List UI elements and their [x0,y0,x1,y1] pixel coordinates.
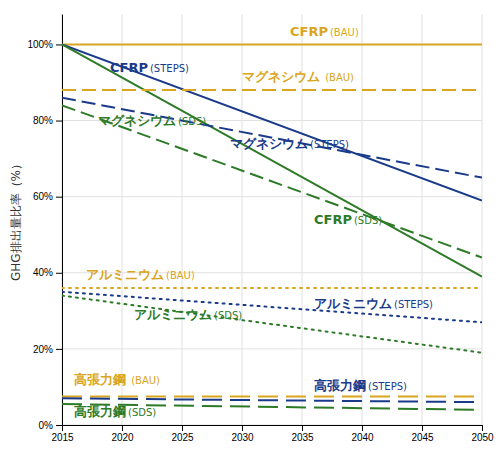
grid-line [182,14,183,425]
annotation: マグネシウム [230,136,308,151]
x-tick-label: 2040 [351,432,374,443]
x-tick: 2040 [351,425,374,443]
series-line [62,43,482,45]
grid-line [122,14,123,425]
chart: 2015 2020 2025 2030 2035 2040 2045 2050 0% 20% 40%… [0,0,500,455]
x-tick: 2035 [291,425,314,443]
x-tick-label: 2050 [471,432,494,443]
x-tick-mark [182,425,183,431]
annotation: アルミニウム [134,307,212,322]
annotation-sub: (BAU) [322,72,354,83]
series-line [62,89,482,91]
x-tick-mark [302,425,303,431]
y-tick-label: 100% [27,39,53,50]
x-tick-mark [482,425,483,431]
annotation: CFRP [314,212,352,227]
plot: 2015 2020 2025 2030 2035 2040 2045 2050 0% 20% 40%… [27,14,494,443]
annotation: CFRP [290,24,328,39]
y-tick: 40% [33,267,62,278]
annotation: マグネシウム [98,113,176,128]
y-tick-label: 40% [33,267,53,278]
grid-line [482,14,483,425]
annotation: 高張力鋼 [74,372,126,387]
x-tick: 2025 [171,425,194,443]
series-line [62,44,482,276]
annotation-sub: (BAU) [166,270,195,281]
y-tick-label: 60% [33,191,53,202]
grid-line [422,14,423,425]
y-tick-mark [56,349,62,350]
series-line [62,287,482,289]
grid [62,14,482,425]
grid-line [62,14,63,425]
y-axis: 0% 20% 40% 60% 80% 100% [27,15,62,431]
y-tick: 0% [39,420,62,431]
x-tick-label: 2020 [111,432,134,443]
y-tick: 100% [27,39,62,50]
y-axis-title: GHG排出量比率（%） [9,158,23,281]
series-line [62,292,482,322]
annotation-sub: (STEPS) [394,299,433,310]
series-line [62,44,482,200]
x-tick: 2050 [471,425,494,443]
annotation: CFRP [110,60,148,75]
annotation: アルミニウム [86,267,164,282]
y-axis-line [62,15,63,426]
y-tick-mark [56,44,62,45]
y-tick-mark [56,425,62,426]
series-line [62,296,482,353]
annotation-sub: (STEPS) [150,63,189,74]
x-tick-mark [242,425,243,431]
annotation: 高張力鋼 [74,404,126,419]
annotation-sub: (STEPS) [310,139,349,150]
y-tick-mark [56,273,62,274]
y-tick: 20% [33,344,62,355]
y-tick: 60% [33,191,62,202]
annotation: アルミニウム [314,296,392,311]
x-tick: 2015 [51,425,74,443]
x-tick: 2030 [231,425,254,443]
grid-line [62,348,482,349]
x-tick-label: 2025 [171,432,194,443]
y-tick-mark [56,121,62,122]
x-tick-label: 2045 [411,432,434,443]
series-line [62,398,482,402]
y-tick: 80% [33,115,62,126]
annotation-sub: (BAU) [128,375,160,386]
grid-line [62,425,482,426]
x-tick-mark [422,425,423,431]
y-tick-label: 80% [33,115,53,126]
annotation-sub: (STEPS) [368,381,407,392]
grid-line [62,196,482,197]
x-tick-label: 2035 [291,432,314,443]
x-tick-mark [62,425,63,431]
series-line [62,98,482,178]
y-tick-label: 20% [33,344,53,355]
annotation-sub: (SDS) [354,215,382,226]
x-tick-mark [362,425,363,431]
grid-line [62,44,482,45]
annotation-sub: (SDS) [178,116,206,127]
annotation-sub: (SDS) [128,407,156,418]
x-tick: 2045 [411,425,434,443]
annotation: マグネシウム [242,69,320,84]
y-tick-label: 0% [39,420,54,431]
x-axis-line [63,425,483,426]
x-tick-label: 2015 [51,432,74,443]
x-tick-mark [122,425,123,431]
annotations: CFRP(BAU)CFRP(STEPS)マグネシウム (BAU)マグネシウム(S… [74,24,433,420]
x-tick-label: 2030 [231,432,254,443]
x-axis: 2015 2020 2025 2030 2035 2040 2045 2050 [51,425,494,443]
y-tick-mark [56,197,62,198]
series-line [62,105,482,257]
x-tick: 2020 [111,425,134,443]
series-line [62,395,482,397]
annotation: 高張力鋼 [314,378,366,393]
annotation-sub: (SDS) [214,310,242,321]
annotation-sub: (BAU) [330,27,359,38]
lines [62,44,482,409]
